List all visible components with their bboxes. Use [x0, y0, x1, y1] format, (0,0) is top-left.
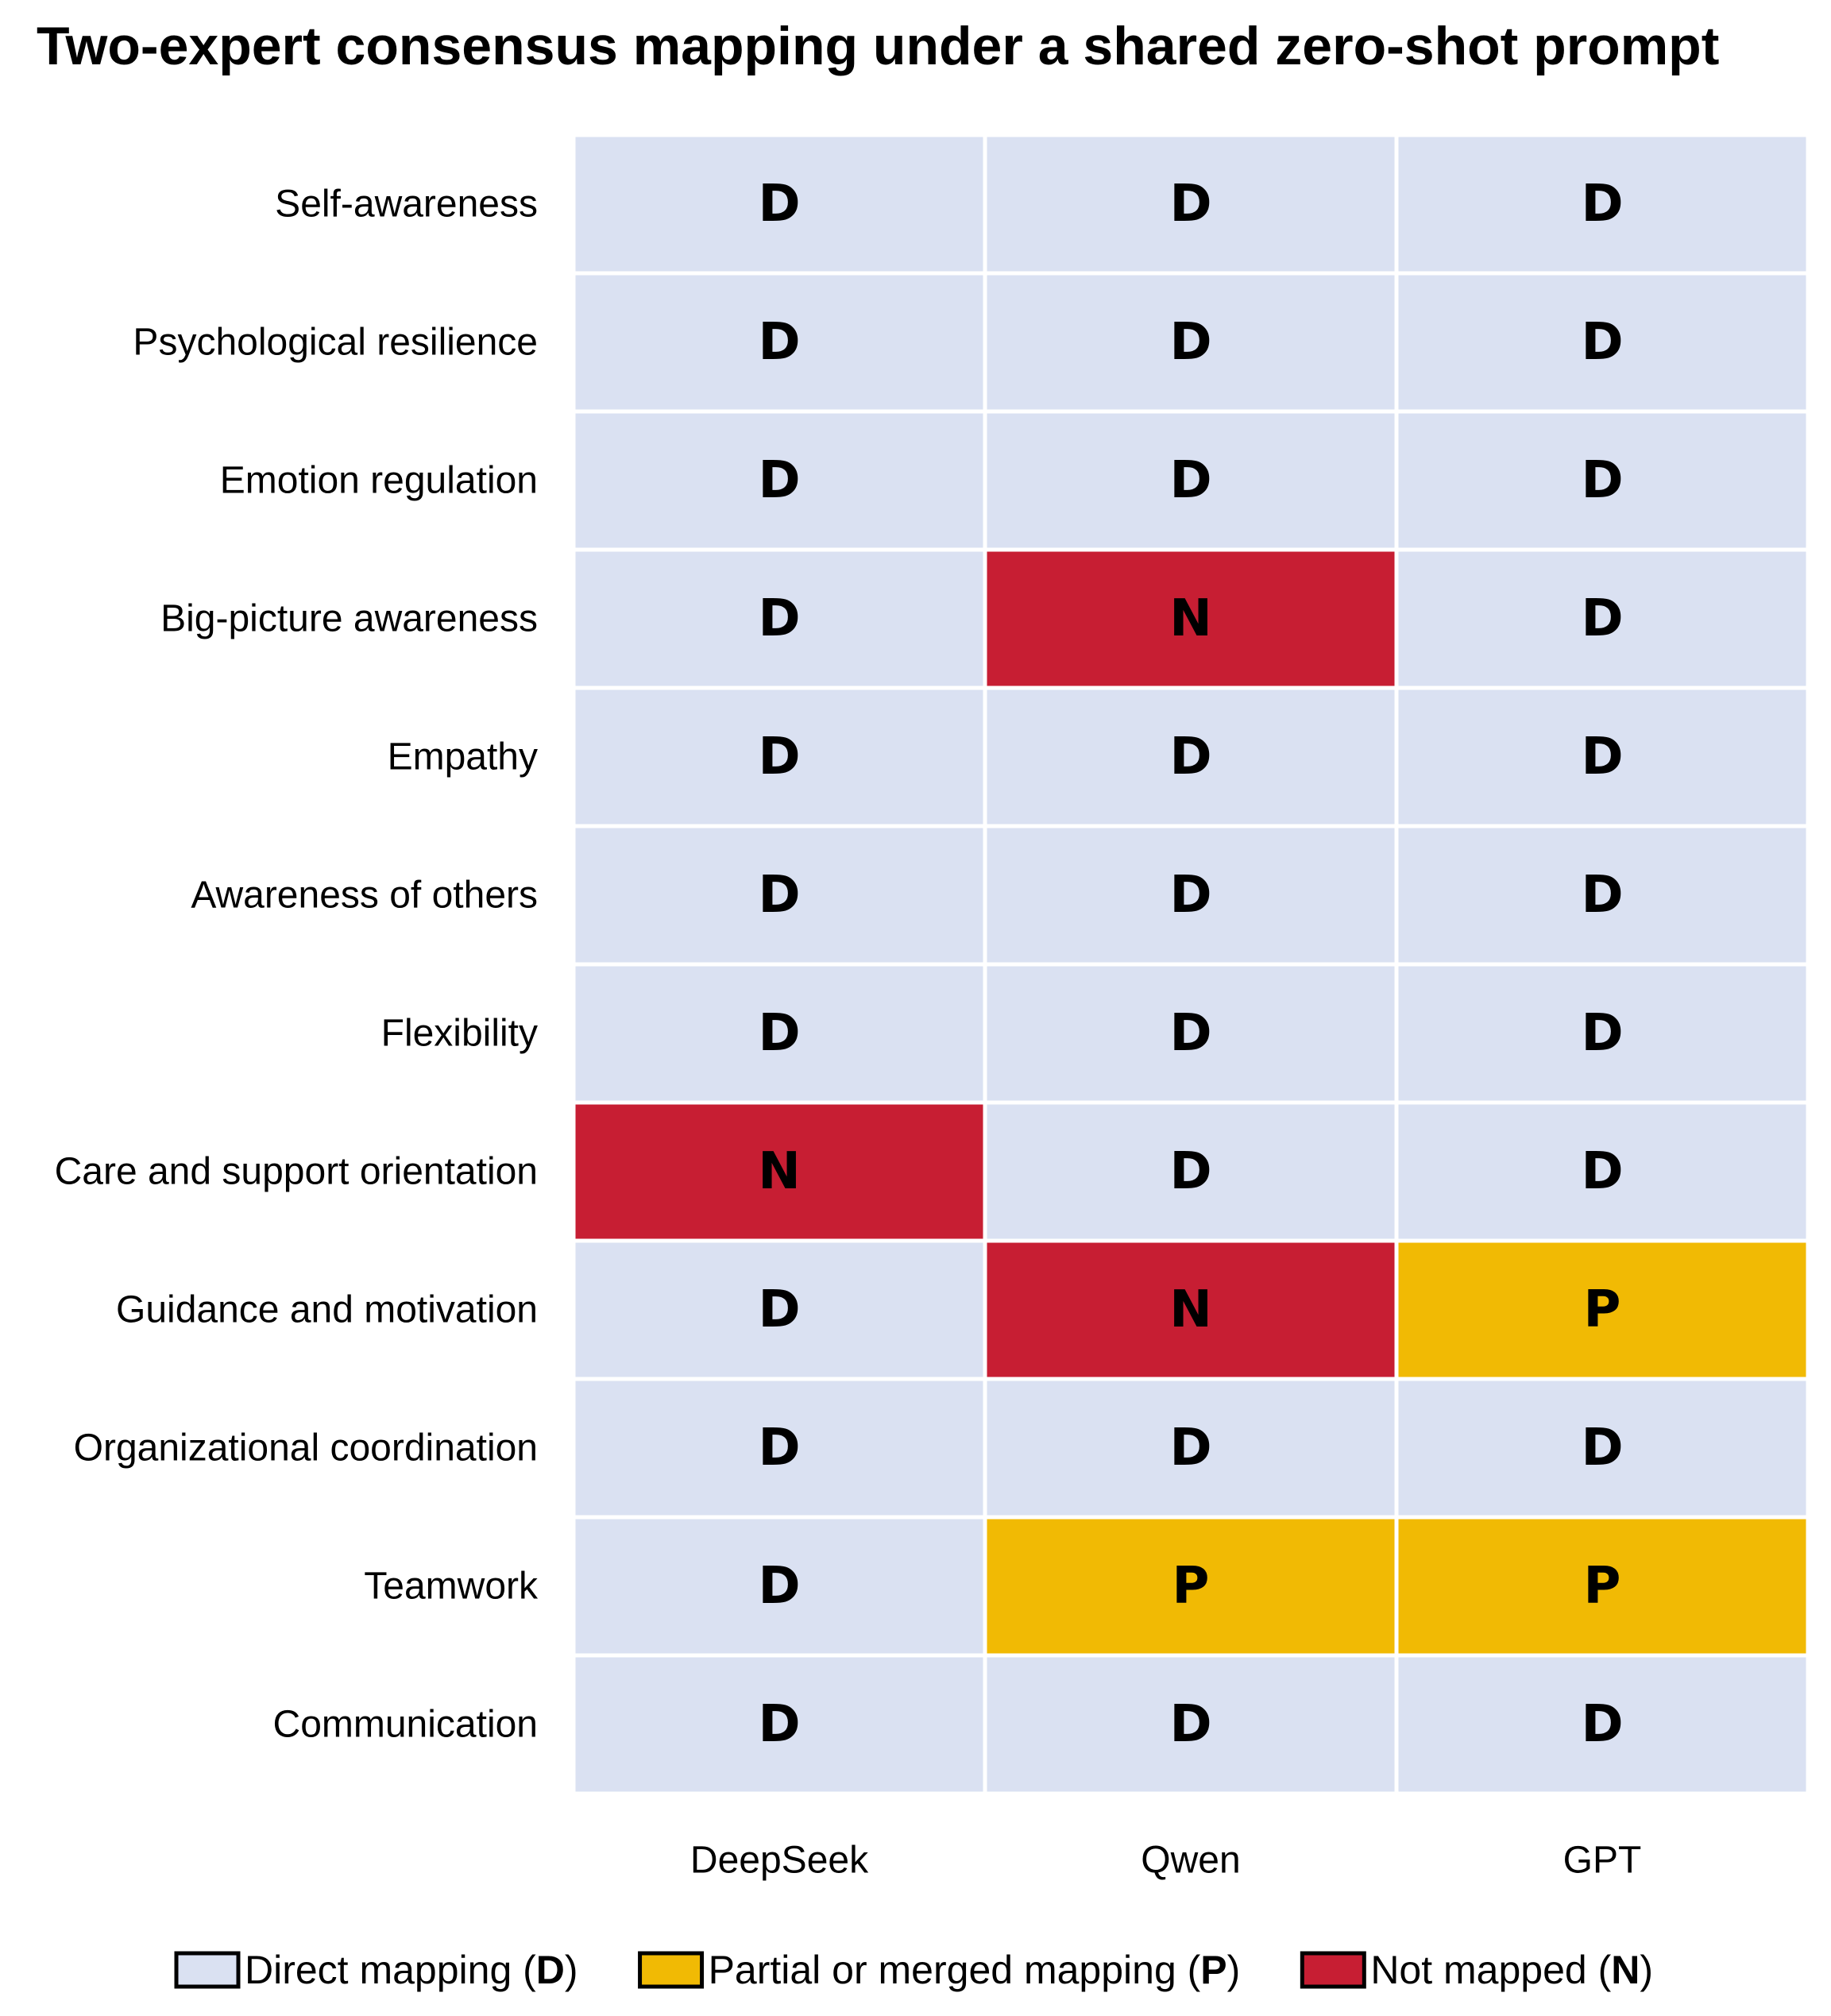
cell-label-teamwork-deepseek: D: [758, 1557, 800, 1616]
cell-label-teamwork-gpt: P: [1584, 1557, 1621, 1616]
cell-label-self-awareness-qwen: D: [1169, 175, 1211, 234]
legend-label-d: Direct mapping (D): [245, 1948, 578, 1992]
cell-label-organizational-coordination-qwen: D: [1169, 1419, 1211, 1477]
cell-self-awareness-qwen: [987, 137, 1395, 272]
cell-label-flexibility-deepseek: D: [758, 1004, 800, 1063]
chart-title: Two-expert consensus mapping under a sha…: [37, 16, 1720, 76]
cell-organizational-coordination-deepseek: [575, 1381, 983, 1516]
cell-label-emotion-regulation-gpt: D: [1581, 451, 1623, 510]
cell-psychological-resilience-qwen: [987, 275, 1395, 410]
row-label-big-picture-awareness: Big-picture awareness: [160, 598, 538, 640]
cell-label-empathy-deepseek: D: [758, 728, 800, 786]
cell-communication-qwen: [987, 1657, 1395, 1792]
column-label-gpt: GPT: [1563, 1840, 1642, 1882]
cell-label-self-awareness-gpt: D: [1581, 175, 1623, 234]
cell-teamwork-gpt: [1398, 1519, 1806, 1654]
cell-communication-gpt: [1398, 1657, 1806, 1792]
cell-empathy-deepseek: [575, 689, 983, 825]
cell-label-emotion-regulation-qwen: D: [1169, 451, 1211, 510]
cell-label-psychological-resilience-gpt: D: [1581, 313, 1623, 372]
cell-care-and-support-orientation-deepseek: [575, 1104, 983, 1239]
cell-label-organizational-coordination-gpt: D: [1581, 1419, 1623, 1477]
row-label-guidance-and-motivation: Guidance and motivation: [116, 1289, 538, 1331]
row-label-communication: Communication: [273, 1704, 538, 1746]
row-label-self-awareness: Self-awareness: [275, 183, 538, 226]
heatmap-cells: D D D D D D D D D D N D D D D D D D D D D N D D D N P D D D D P P D D D: [575, 137, 1806, 1792]
legend-swatch-n: [1300, 1951, 1366, 1989]
cell-awareness-of-others-qwen: [987, 828, 1395, 963]
cell-big-picture-awareness-gpt: [1398, 551, 1806, 686]
row-label-psychological-resilience: Psychological resilience: [133, 322, 538, 364]
cell-flexibility-deepseek: [575, 966, 983, 1101]
cell-awareness-of-others-gpt: [1398, 828, 1806, 963]
cell-awareness-of-others-deepseek: [575, 828, 983, 963]
cell-big-picture-awareness-deepseek: [575, 551, 983, 686]
cell-label-communication-deepseek: D: [758, 1695, 800, 1754]
cell-flexibility-gpt: [1398, 966, 1806, 1101]
legend-swatch-p: [638, 1951, 705, 1989]
row-label-empathy: Empathy: [388, 736, 538, 778]
legend: Direct mapping (D) Partial or merged mapp…: [174, 1948, 1653, 1992]
column-label-deepseek: DeepSeek: [690, 1840, 869, 1882]
cell-care-and-support-orientation-qwen: [987, 1104, 1395, 1239]
row-label-awareness-of-others: Awareness of others: [191, 875, 538, 917]
cell-label-flexibility-gpt: D: [1581, 1004, 1623, 1063]
cell-flexibility-qwen: [987, 966, 1395, 1101]
cell-label-communication-qwen: D: [1169, 1695, 1211, 1754]
cell-guidance-and-motivation-deepseek: [575, 1242, 983, 1377]
cell-empathy-gpt: [1398, 689, 1806, 825]
row-label-care-and-support-orientation: Care and support orientation: [55, 1151, 538, 1193]
cell-big-picture-awareness-qwen: [987, 551, 1395, 686]
cell-label-guidance-and-motivation-gpt: P: [1584, 1280, 1621, 1339]
legend-label-p: Partial or merged mapping (P): [709, 1948, 1241, 1992]
cell-label-psychological-resilience-qwen: D: [1169, 313, 1211, 372]
row-label-emotion-regulation: Emotion regulation: [220, 460, 538, 502]
cell-label-psychological-resilience-deepseek: D: [758, 313, 800, 372]
cell-label-awareness-of-others-qwen: D: [1169, 866, 1211, 925]
cell-emotion-regulation-gpt: [1398, 413, 1806, 548]
cell-communication-deepseek: [575, 1657, 983, 1792]
cell-label-guidance-and-motivation-deepseek: D: [758, 1280, 800, 1339]
cell-label-care-and-support-orientation-qwen: D: [1169, 1142, 1211, 1201]
cell-organizational-coordination-qwen: [987, 1381, 1395, 1516]
row-label-flexibility: Flexibility: [381, 1013, 538, 1055]
row-label-teamwork: Teamwork: [364, 1566, 539, 1608]
legend-label-n: Not mapped (N): [1370, 1948, 1653, 1992]
cell-teamwork-qwen: [987, 1519, 1395, 1654]
cell-label-care-and-support-orientation-deepseek: N: [758, 1142, 801, 1201]
cell-label-awareness-of-others-gpt: D: [1581, 866, 1623, 925]
column-label-qwen: Qwen: [1141, 1840, 1240, 1882]
cell-organizational-coordination-gpt: [1398, 1381, 1806, 1516]
cell-care-and-support-orientation-gpt: [1398, 1104, 1806, 1239]
cell-label-self-awareness-deepseek: D: [758, 175, 800, 234]
cell-label-big-picture-awareness-deepseek: D: [758, 589, 800, 648]
cell-self-awareness-gpt: [1398, 137, 1806, 272]
cell-emotion-regulation-deepseek: [575, 413, 983, 548]
cell-label-organizational-coordination-deepseek: D: [758, 1419, 800, 1477]
cell-psychological-resilience-gpt: [1398, 275, 1806, 410]
cell-empathy-qwen: [987, 689, 1395, 825]
cell-label-awareness-of-others-deepseek: D: [758, 866, 800, 925]
cell-label-empathy-gpt: D: [1581, 728, 1623, 786]
cell-label-big-picture-awareness-gpt: D: [1581, 589, 1623, 648]
cell-label-teamwork-qwen: P: [1172, 1557, 1210, 1616]
column-labels: DeepSeek Qwen GPT: [690, 1840, 1641, 1882]
cell-guidance-and-motivation-gpt: [1398, 1242, 1806, 1377]
row-label-organizational-coordination: Organizational coordination: [74, 1427, 538, 1470]
cell-label-flexibility-qwen: D: [1169, 1004, 1211, 1063]
legend-swatch-d: [174, 1951, 241, 1989]
cell-label-communication-gpt: D: [1581, 1695, 1623, 1754]
cell-label-guidance-and-motivation-qwen: N: [1169, 1280, 1212, 1339]
cell-guidance-and-motivation-qwen: [987, 1242, 1395, 1377]
cell-label-emotion-regulation-deepseek: D: [758, 451, 800, 510]
cell-label-big-picture-awareness-qwen: N: [1169, 589, 1212, 648]
cell-teamwork-deepseek: [575, 1519, 983, 1654]
cell-label-care-and-support-orientation-gpt: D: [1581, 1142, 1623, 1201]
cell-emotion-regulation-qwen: [987, 413, 1395, 548]
cell-label-empathy-qwen: D: [1169, 728, 1211, 786]
cell-self-awareness-deepseek: [575, 137, 983, 272]
row-labels: Self-awareness Psychological resilience Em…: [55, 183, 539, 1746]
cell-psychological-resilience-deepseek: [575, 275, 983, 410]
